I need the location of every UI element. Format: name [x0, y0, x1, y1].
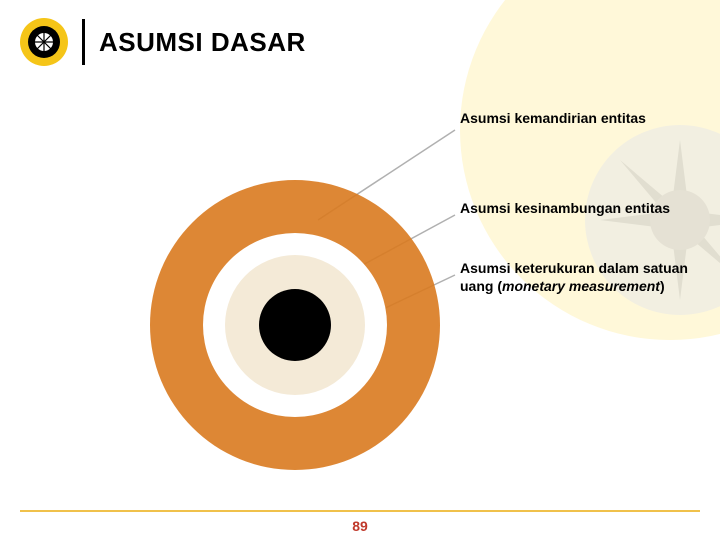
- label-text: Asumsi kemandirian entitas: [460, 110, 646, 126]
- page-number: 89: [352, 518, 368, 534]
- ring-core: [259, 289, 331, 361]
- label-text-end: ): [660, 278, 665, 294]
- logo-icon: [20, 18, 68, 66]
- slide-title: ASUMSI DASAR: [99, 27, 306, 58]
- header-separator: [82, 19, 85, 65]
- footer-divider: [20, 510, 700, 512]
- label-text: Asumsi kesinambungan entitas: [460, 200, 670, 216]
- label-text-em: monetary measurement: [502, 278, 660, 294]
- diagram-label-1: Asumsi kemandirian entitas: [460, 110, 690, 128]
- diagram-label-2: Asumsi kesinambungan entitas: [460, 200, 690, 218]
- diagram-label-3: Asumsi keterukuran dalam satuan uang (mo…: [460, 260, 690, 295]
